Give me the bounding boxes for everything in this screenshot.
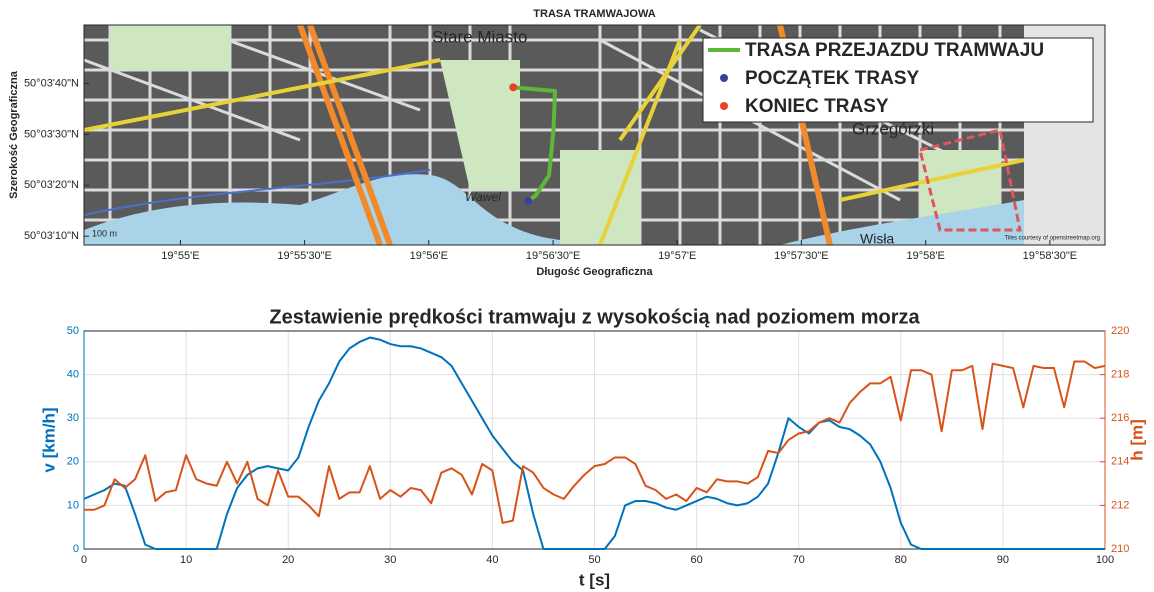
- x-tick-label: 19°56'E: [410, 250, 448, 262]
- y-tick-label: 50°03'40"N: [24, 77, 79, 89]
- y-axis-label: v [km/h]: [39, 407, 58, 472]
- map-label: Grzegórzki: [852, 119, 934, 138]
- y-tick-label: 40: [67, 369, 79, 381]
- x-tick-label: 19°57'E: [658, 250, 696, 262]
- legend-swatch: [720, 102, 728, 110]
- x-tick-label: 19°56'30"E: [526, 250, 580, 262]
- y-tick-label: 30: [67, 412, 79, 424]
- x-tick-label: 50: [588, 554, 600, 566]
- map-label: Wawel: [465, 190, 501, 204]
- y-axis-label: Szerokość Geograficzna: [8, 70, 20, 199]
- y2-tick-label: 214: [1111, 456, 1129, 468]
- x-tick-label: 30: [384, 554, 396, 566]
- x-axis-label: t [s]: [579, 570, 610, 589]
- x-tick-label: 19°58'E: [907, 250, 945, 262]
- x-tick-label: 0: [81, 554, 87, 566]
- series-line: [83, 336, 1105, 550]
- y2-tick-label: 218: [1111, 369, 1129, 381]
- y2-tick-label: 210: [1111, 543, 1129, 555]
- y2-axis-label: h [m]: [1127, 419, 1146, 461]
- x-tick-label: 80: [895, 554, 907, 566]
- x-tick-label: 19°58'30"E: [1023, 250, 1077, 262]
- scale-label: 100 m: [92, 228, 117, 238]
- x-tick-label: 70: [793, 554, 805, 566]
- x-tick-label: 19°55'30"E: [277, 250, 331, 262]
- y2-tick-label: 216: [1111, 412, 1129, 424]
- y-tick-label: 20: [67, 456, 79, 468]
- route-point: [524, 197, 533, 205]
- x-tick-label: 19°57'30"E: [774, 250, 828, 262]
- map-label: Stare Miasto: [432, 27, 527, 46]
- y-tick-label: 50: [67, 325, 79, 337]
- map-label: Wisła: [860, 231, 894, 247]
- legend-label: KONIEC TRASY: [745, 96, 889, 117]
- y-tick-label: 50°03'10"N: [24, 230, 79, 242]
- x-axis-label: Długość Geograficzna: [536, 266, 653, 278]
- x-tick-label: 100: [1096, 554, 1114, 566]
- chart-title: TRASA TRAMWAJOWA: [533, 8, 655, 20]
- y2-tick-label: 212: [1111, 499, 1129, 511]
- y-tick-label: 50°03'20"N: [24, 179, 79, 191]
- y-tick-label: 50°03'30"N: [24, 128, 79, 140]
- legend-box: [702, 37, 1094, 123]
- map-frame: [83, 24, 1106, 246]
- route-point: [509, 83, 518, 92]
- y-tick-label: 10: [67, 499, 79, 511]
- y-tick-label: 0: [73, 543, 79, 555]
- series-line: [84, 360, 1106, 524]
- legend-swatch: [720, 74, 728, 82]
- x-tick-label: 40: [486, 554, 498, 566]
- legend-label: TRASA PRZEJAZDU TRAMWAJU: [745, 40, 1044, 61]
- route-line: [513, 85, 558, 203]
- x-tick-label: 10: [180, 554, 192, 566]
- legend-label: POCZĄTEK TRASY: [745, 68, 920, 89]
- attribution: Tiles courtesy of openstreetmap.org: [1005, 236, 1101, 242]
- y2-tick-label: 220: [1111, 325, 1129, 337]
- x-tick-label: 90: [997, 554, 1009, 566]
- x-tick-label: 20: [282, 554, 294, 566]
- x-tick-label: 60: [690, 554, 702, 566]
- x-tick-label: 19°55'E: [161, 250, 199, 262]
- chart-title: Zestawienie prędkości tramwaju z wysokoś…: [269, 306, 920, 328]
